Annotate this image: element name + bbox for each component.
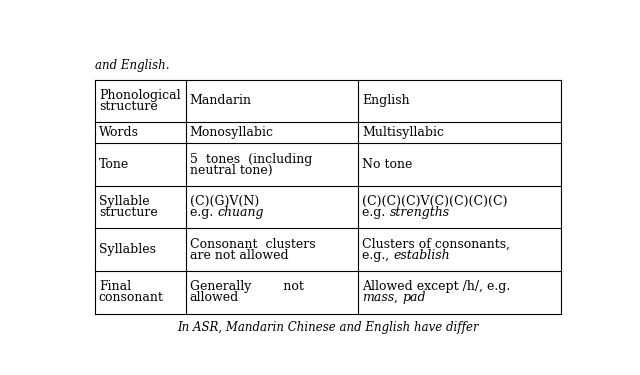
Text: Phonological: Phonological: [99, 89, 180, 102]
Text: strengths: strengths: [390, 206, 450, 219]
Text: structure: structure: [99, 100, 157, 113]
Text: e.g.: e.g.: [362, 206, 390, 219]
Text: Syllables: Syllables: [99, 243, 156, 256]
Text: and English.: and English.: [95, 59, 170, 72]
Text: Clusters of consonants,: Clusters of consonants,: [362, 238, 510, 251]
Text: pad: pad: [403, 291, 426, 304]
Text: Multisyllabic: Multisyllabic: [362, 126, 444, 139]
Text: Mandarin: Mandarin: [190, 94, 252, 107]
Text: Consonant  clusters: Consonant clusters: [190, 238, 316, 251]
Text: Final: Final: [99, 280, 131, 293]
Text: neutral tone): neutral tone): [190, 164, 273, 177]
Text: e.g.,: e.g.,: [362, 249, 394, 262]
Text: establish: establish: [394, 249, 450, 262]
Text: are not allowed: are not allowed: [190, 249, 289, 262]
Text: chuang: chuang: [217, 206, 264, 219]
Text: structure: structure: [99, 206, 157, 219]
Text: 5  tones  (including: 5 tones (including: [190, 153, 312, 166]
Text: Monosyllabic: Monosyllabic: [190, 126, 274, 139]
Text: Allowed except /h/, e.g.: Allowed except /h/, e.g.: [362, 280, 511, 293]
Text: (C)(G)V(N): (C)(G)V(N): [190, 195, 259, 208]
Text: consonant: consonant: [99, 291, 164, 304]
Text: Tone: Tone: [99, 158, 129, 171]
Text: English: English: [362, 94, 410, 107]
Text: allowed: allowed: [190, 291, 239, 304]
Text: Generally        not: Generally not: [190, 280, 303, 293]
Text: In ASR, Mandarin Chinese and English have differ: In ASR, Mandarin Chinese and English hav…: [177, 321, 479, 334]
Text: No tone: No tone: [362, 158, 413, 171]
Text: ,: ,: [394, 291, 403, 304]
Text: Words: Words: [99, 126, 139, 139]
Text: e.g.: e.g.: [190, 206, 217, 219]
Text: (C)(C)(C)V(C)(C)(C)(C): (C)(C)(C)V(C)(C)(C)(C): [362, 195, 508, 208]
Text: Syllable: Syllable: [99, 195, 150, 208]
Text: mass: mass: [362, 291, 394, 304]
